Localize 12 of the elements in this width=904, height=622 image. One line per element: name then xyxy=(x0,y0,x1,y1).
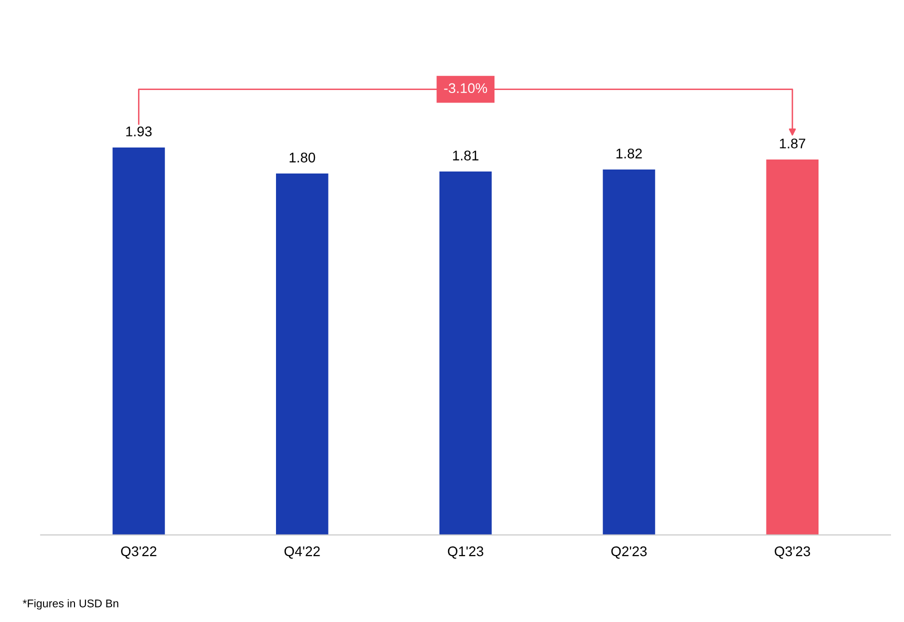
text: -3.10% xyxy=(444,83,488,94)
data-label: 1.87 xyxy=(780,138,806,148)
data-label: 1.80 xyxy=(290,152,316,162)
x-tick-label: Q4'22 xyxy=(284,546,320,559)
x-tick-label: Q1'23 xyxy=(448,546,484,559)
x-tick-label: Q3'22 xyxy=(121,546,156,559)
x-tick-label: Q2'23 xyxy=(611,546,647,559)
data-label: 1.81 xyxy=(453,150,478,160)
text: *Figures in USD Bn xyxy=(22,599,118,610)
data-label: 1.93 xyxy=(126,126,152,136)
data-label: 1.82 xyxy=(616,148,642,158)
x-tick-label: Q3'23 xyxy=(774,546,810,559)
